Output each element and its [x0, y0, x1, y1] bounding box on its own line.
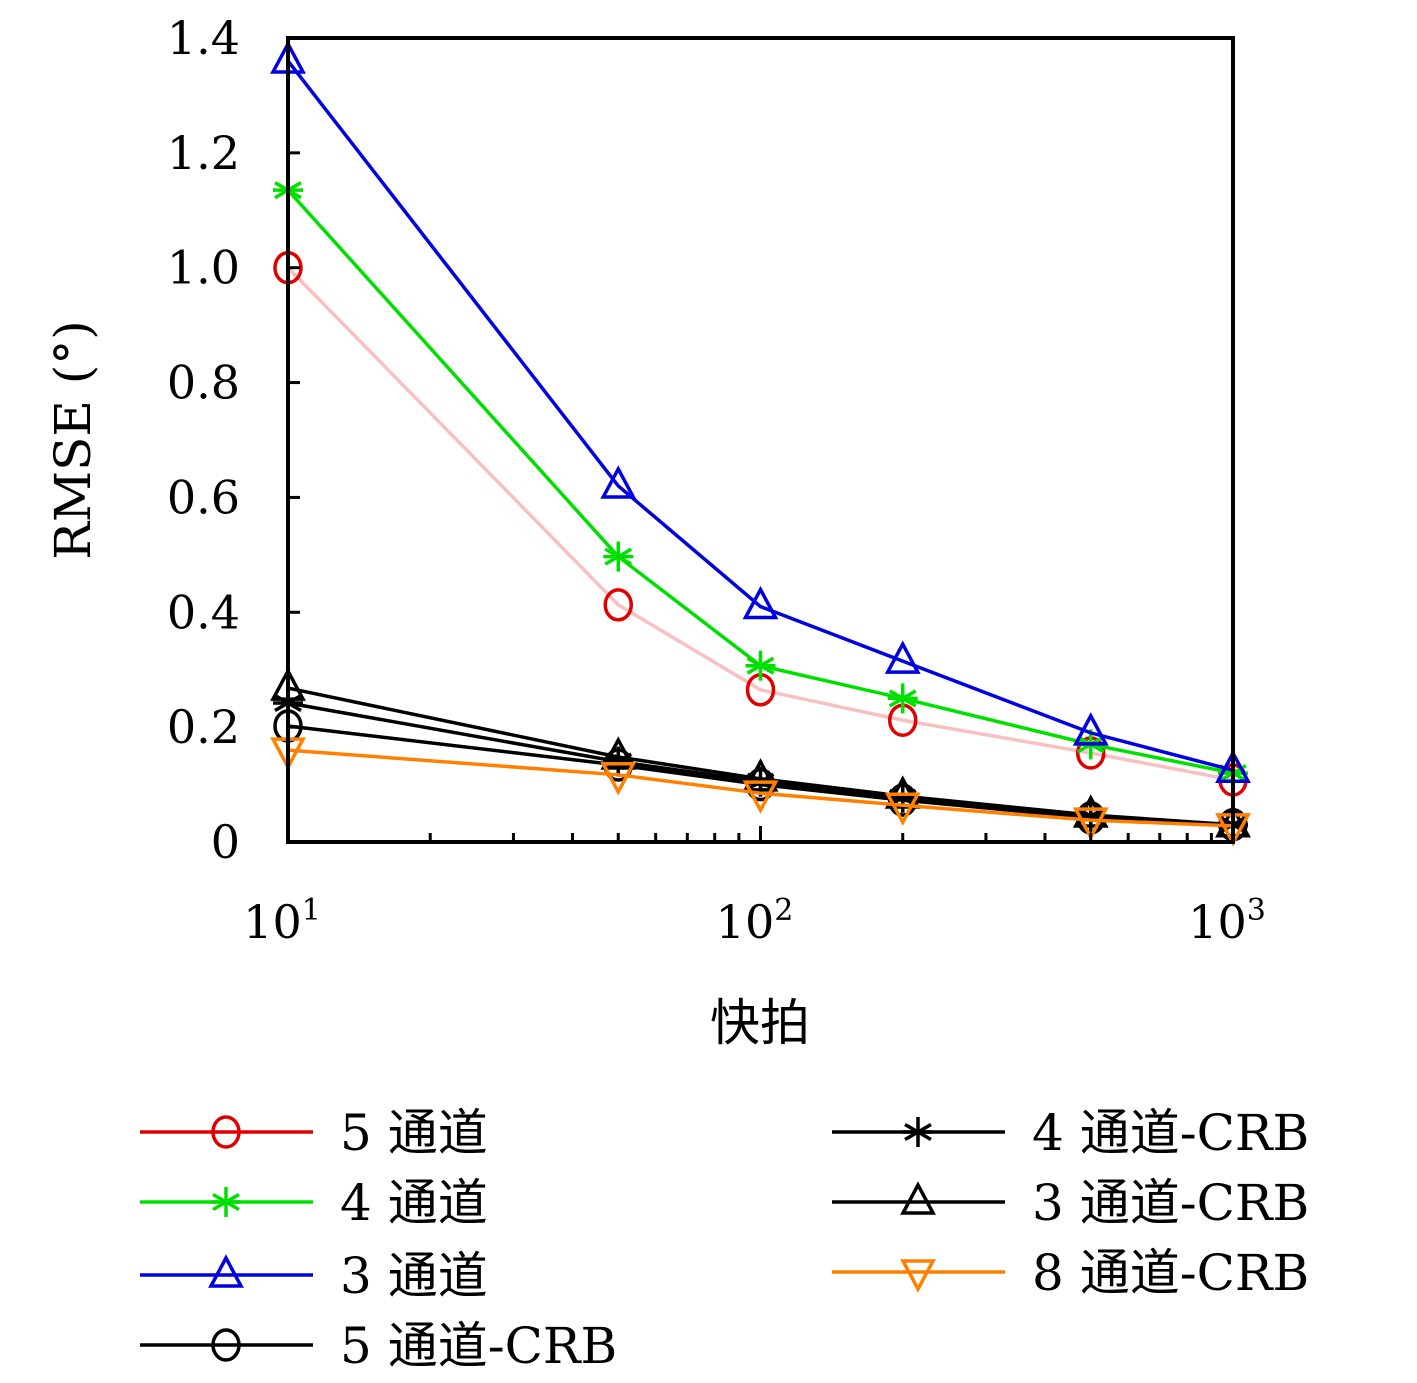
triangle-up-marker [600, 465, 637, 499]
x-tick-label: 103 [1188, 893, 1266, 949]
data-point [1072, 712, 1109, 746]
y-tick-label: 0 [211, 815, 240, 869]
data-point [742, 758, 779, 792]
triangle-up-marker [208, 1254, 244, 1288]
x-tick-exponent: 1 [302, 893, 321, 928]
legend-item: 8 通道-CRB [832, 1244, 1309, 1302]
y-axis-label: RMSE (°) [44, 320, 102, 560]
y-tick-label: 0.2 [167, 700, 240, 754]
legend-item: 5 通道 [140, 1104, 488, 1162]
legend-item: 3 通道-CRB [832, 1174, 1309, 1232]
data-point [1072, 807, 1109, 841]
plot-area [270, 40, 1251, 847]
legend-item: 4 通道 [140, 1174, 488, 1232]
legend-marker [211, 1187, 241, 1217]
legend-marker [900, 1181, 936, 1215]
data-point [745, 650, 776, 681]
legend-marker [211, 1115, 241, 1149]
x-tick-label: 102 [716, 893, 794, 949]
series-line [286, 266, 1234, 782]
triangle-down-marker [900, 1259, 936, 1293]
triangle-down-marker [600, 762, 637, 796]
data-point [600, 762, 637, 796]
data-point [887, 683, 918, 714]
series-line [286, 189, 1234, 775]
legend-item: 4 通道-CRB [832, 1104, 1309, 1162]
triangle-down-marker [742, 780, 779, 814]
data-point [603, 588, 634, 622]
triangle-up-marker [742, 758, 779, 792]
legend-label: 5 通道-CRB [340, 1317, 617, 1375]
x-axis-label: 快拍 [710, 994, 810, 1052]
y-tick-label: 0.6 [167, 470, 240, 524]
data-point [1072, 794, 1109, 828]
triangle-up-marker [1072, 712, 1109, 746]
x-tick-exponent: 3 [1247, 893, 1266, 928]
legend-label: 3 通道 [340, 1247, 488, 1305]
data-point [603, 541, 634, 572]
legend-label: 5 通道 [340, 1104, 488, 1162]
series [273, 175, 1248, 789]
y-tick-label: 1.0 [167, 241, 240, 295]
series-line [286, 59, 1234, 772]
legend-item: 3 通道 [140, 1247, 488, 1305]
triangle-down-marker [884, 792, 921, 826]
triangle-down-marker [1072, 807, 1109, 841]
circle-marker [211, 1115, 241, 1149]
data-point [742, 585, 779, 620]
series-line [287, 748, 1234, 828]
legend-marker [208, 1254, 244, 1288]
data-point [600, 736, 637, 770]
legend-marker [211, 1328, 241, 1362]
axes: 0 0.2 0.4 0.6 0.8 1.0 1.2 1.4 101 102 103 [167, 11, 1266, 949]
legend-item: 5 通道-CRB [140, 1317, 617, 1375]
triangle-up-marker [884, 640, 921, 674]
data-point [742, 780, 779, 814]
legend-label: 3 通道-CRB [1032, 1174, 1309, 1232]
legend-label: 4 通道-CRB [1032, 1104, 1309, 1162]
triangle-up-marker [742, 585, 779, 620]
y-tick-label: 1.4 [167, 11, 240, 65]
y-tick-label: 0.8 [167, 356, 240, 410]
legend-label: 8 通道-CRB [1032, 1244, 1309, 1302]
triangle-up-marker [900, 1181, 936, 1215]
data-point [600, 465, 637, 499]
x-tick-label: 101 [243, 893, 321, 949]
data-point [884, 640, 921, 674]
plot-frame [286, 36, 1235, 844]
legend: 5 通道 4 通道 3 通道 5 通道-CRB 4 通道-CRB 3 通道-CRB 8 通道… [140, 1104, 1309, 1375]
triangle-up-marker [600, 736, 637, 770]
series-line [287, 686, 1234, 827]
legend-label: 4 通道 [340, 1174, 488, 1232]
y-tick-label: 1.2 [167, 126, 240, 180]
y-tick-label: 0.4 [167, 585, 240, 639]
circle-marker [603, 588, 634, 622]
legend-marker [900, 1259, 936, 1293]
x-tick-exponent: 2 [774, 893, 793, 928]
circle-marker [211, 1328, 241, 1362]
legend-marker [903, 1117, 933, 1147]
triangle-up-marker [1072, 794, 1109, 828]
series [273, 250, 1248, 797]
data-point [884, 792, 921, 826]
